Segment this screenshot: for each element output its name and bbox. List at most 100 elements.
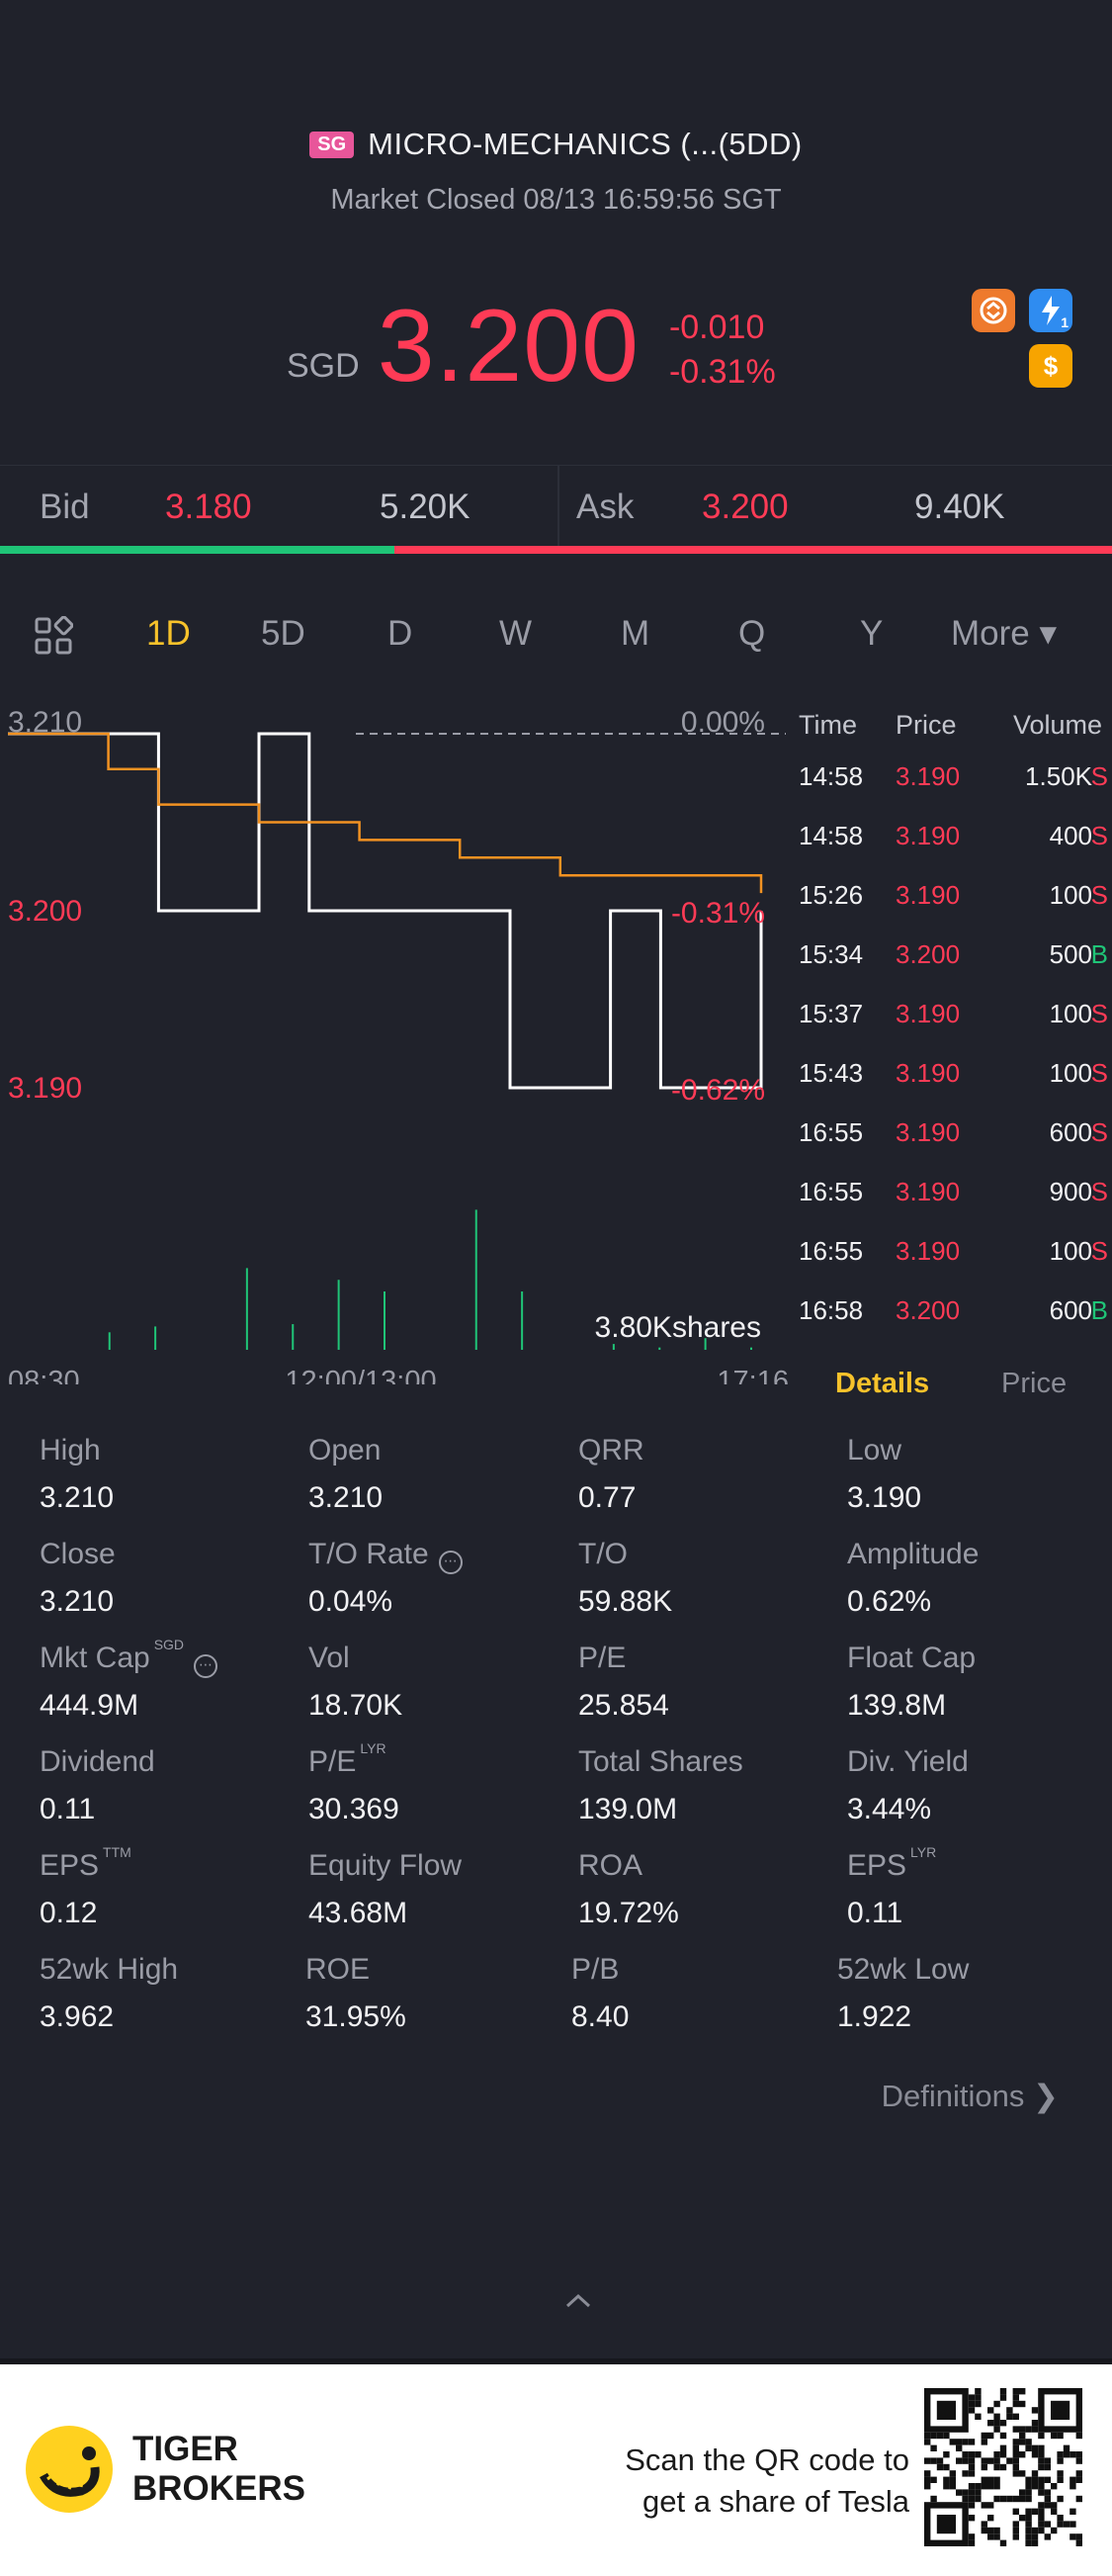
- stat-item: Open 3.210: [308, 1434, 565, 1533]
- stat-value: 43.68M: [308, 1897, 408, 1929]
- stat-key: QRR: [578, 1434, 644, 1467]
- scan-line2: get a share of Tesla: [642, 2484, 909, 2519]
- trade-volume: 500: [1049, 939, 1092, 969]
- stat-item: ROA 19.72%: [578, 1849, 835, 1948]
- x-tick-label: 12:00/13:00: [285, 1366, 436, 1384]
- stat-value: 0.77: [578, 1481, 637, 1514]
- trade-volume: 900: [1049, 1177, 1092, 1206]
- chevron-up-icon[interactable]: [563, 2286, 593, 2316]
- tab-d[interactable]: D: [387, 614, 413, 653]
- trade-row: 16:58 3.200 600 B: [791, 1295, 1112, 1335]
- y-tick-label: 3.190: [8, 1072, 82, 1105]
- info-icon[interactable]: ⋯: [438, 1551, 463, 1574]
- stat-item: ROE 31.95%: [305, 1953, 562, 2052]
- stat-key-text: Div. Yield: [847, 1745, 969, 1778]
- stat-item: EPS TTM 0.12: [40, 1844, 297, 1948]
- trade-side: S: [1090, 1177, 1108, 1206]
- tab-more[interactable]: More ▾: [951, 614, 1058, 653]
- stock-title: MICRO-MECHANICS (...(5DD): [368, 127, 803, 161]
- stat-key-text: ROE: [305, 1953, 371, 1986]
- stat-key: EPS TTM: [40, 1844, 131, 1883]
- stat-key: Mkt Cap SGD ⋯: [40, 1637, 218, 1678]
- stat-key-text: Amplitude: [847, 1538, 980, 1570]
- trade-side: S: [1090, 1236, 1108, 1266]
- tab-y[interactable]: Y: [860, 614, 884, 653]
- stat-key: P/B: [571, 1953, 619, 1987]
- tab-1d[interactable]: 1D: [146, 614, 191, 653]
- tab-q[interactable]: Q: [738, 614, 766, 653]
- stat-value: 0.04%: [308, 1585, 393, 1618]
- stat-key: Equity Flow: [308, 1849, 462, 1883]
- stat-key: High: [40, 1434, 101, 1467]
- trade-price: 3.190: [896, 880, 961, 910]
- feature-badges: 1 $: [972, 289, 1072, 398]
- bid-label: Bid: [40, 488, 90, 526]
- trade-price: 3.190: [896, 1177, 961, 1206]
- footer-banner: TIGER BROKERS Scan the QR code to get a …: [0, 2358, 1112, 2576]
- stat-item: Amplitude 0.62%: [847, 1538, 1104, 1637]
- stat-key-text: 52wk Low: [837, 1953, 970, 1986]
- scan-line1: Scan the QR code to: [625, 2443, 909, 2477]
- tab-5d[interactable]: 5D: [261, 614, 305, 653]
- qr-code-icon: [924, 2388, 1082, 2546]
- trade-side: S: [1090, 821, 1108, 850]
- stat-item: Mkt Cap SGD ⋯ 444.9M: [40, 1637, 297, 1740]
- stat-key-text: Low: [847, 1434, 902, 1466]
- trade-volume: 100: [1049, 880, 1092, 910]
- tab-m[interactable]: M: [621, 614, 650, 653]
- trades-tabs: Details Price: [791, 1368, 1112, 1407]
- trade-side: S: [1090, 1058, 1108, 1088]
- market-badge: SG: [309, 131, 355, 158]
- layout-grid-icon[interactable]: [34, 616, 73, 656]
- stat-key: Amplitude: [847, 1538, 979, 1571]
- tab-price[interactable]: Price: [1001, 1368, 1068, 1399]
- stat-key: Open: [308, 1434, 381, 1467]
- stat-key-text: Mkt Cap: [40, 1642, 150, 1674]
- stat-item: Total Shares 139.0M: [578, 1745, 835, 1844]
- period-tabs: 1D 5D D W M Q Y More ▾: [0, 598, 1112, 677]
- stat-key-text: ROA: [578, 1849, 643, 1882]
- intraday-chart[interactable]: 3.210 3.200 3.190 0.00% -0.31% -0.62% 3.80Ksha…: [0, 692, 791, 1384]
- stat-key-text: Close: [40, 1538, 116, 1570]
- trades-header-volume: Volume: [1013, 710, 1103, 740]
- dollar-icon[interactable]: $: [1029, 344, 1072, 388]
- tab-w[interactable]: W: [499, 614, 533, 653]
- stat-value: 0.12: [40, 1897, 98, 1929]
- dollar-icon-glyph: $: [1043, 350, 1059, 381]
- tab-details[interactable]: Details: [835, 1368, 930, 1399]
- definitions-link[interactable]: Definitions ❯: [882, 2079, 1059, 2114]
- stat-key: Low: [847, 1434, 901, 1467]
- stat-key: 52wk Low: [837, 1953, 969, 1987]
- stat-value: 25.854: [578, 1689, 669, 1722]
- stat-key: Close: [40, 1538, 116, 1571]
- ask-label: Ask: [576, 488, 635, 526]
- info-icon[interactable]: ⋯: [194, 1654, 218, 1678]
- trade-volume: 100: [1049, 1058, 1092, 1088]
- stat-key-text: T/O: [578, 1538, 628, 1570]
- stat-key-text: High: [40, 1434, 101, 1466]
- stat-item: QRR 0.77: [578, 1434, 835, 1533]
- stat-item: 52wk High 3.962: [40, 1953, 297, 2052]
- average-price-line: [8, 732, 763, 894]
- trade-time: 15:34: [799, 939, 864, 969]
- stat-value: 0.11: [847, 1897, 903, 1929]
- swap-icon[interactable]: [972, 289, 1015, 332]
- stat-value: 18.70K: [308, 1689, 403, 1722]
- stat-key: 52wk High: [40, 1953, 178, 1987]
- ask-ratio-bar: [394, 546, 1112, 554]
- trade-time: 16:55: [799, 1117, 864, 1147]
- lightning-icon[interactable]: 1: [1029, 289, 1072, 332]
- stat-item: T/O Rate ⋯ 0.04%: [308, 1538, 565, 1637]
- stat-key-text: P/E: [308, 1745, 357, 1778]
- stat-key-text: Vol: [308, 1642, 350, 1674]
- stat-key-text: EPS: [847, 1849, 907, 1882]
- stat-item: Vol 18.70K: [308, 1642, 565, 1740]
- trade-row: 15:43 3.190 100 S: [791, 1058, 1112, 1098]
- stat-key-sup: LYR: [360, 1740, 386, 1756]
- bid-ask-bar: Bid 3.180 5.20K Ask 3.200 9.40K: [0, 465, 1112, 547]
- trade-price: 3.190: [896, 999, 961, 1028]
- stat-value: 3.210: [40, 1481, 115, 1514]
- trade-side: B: [1090, 939, 1108, 969]
- title-row[interactable]: SG MICRO-MECHANICS (...(5DD): [0, 127, 1112, 162]
- trade-row: 14:58 3.190 1.50K S: [791, 761, 1112, 801]
